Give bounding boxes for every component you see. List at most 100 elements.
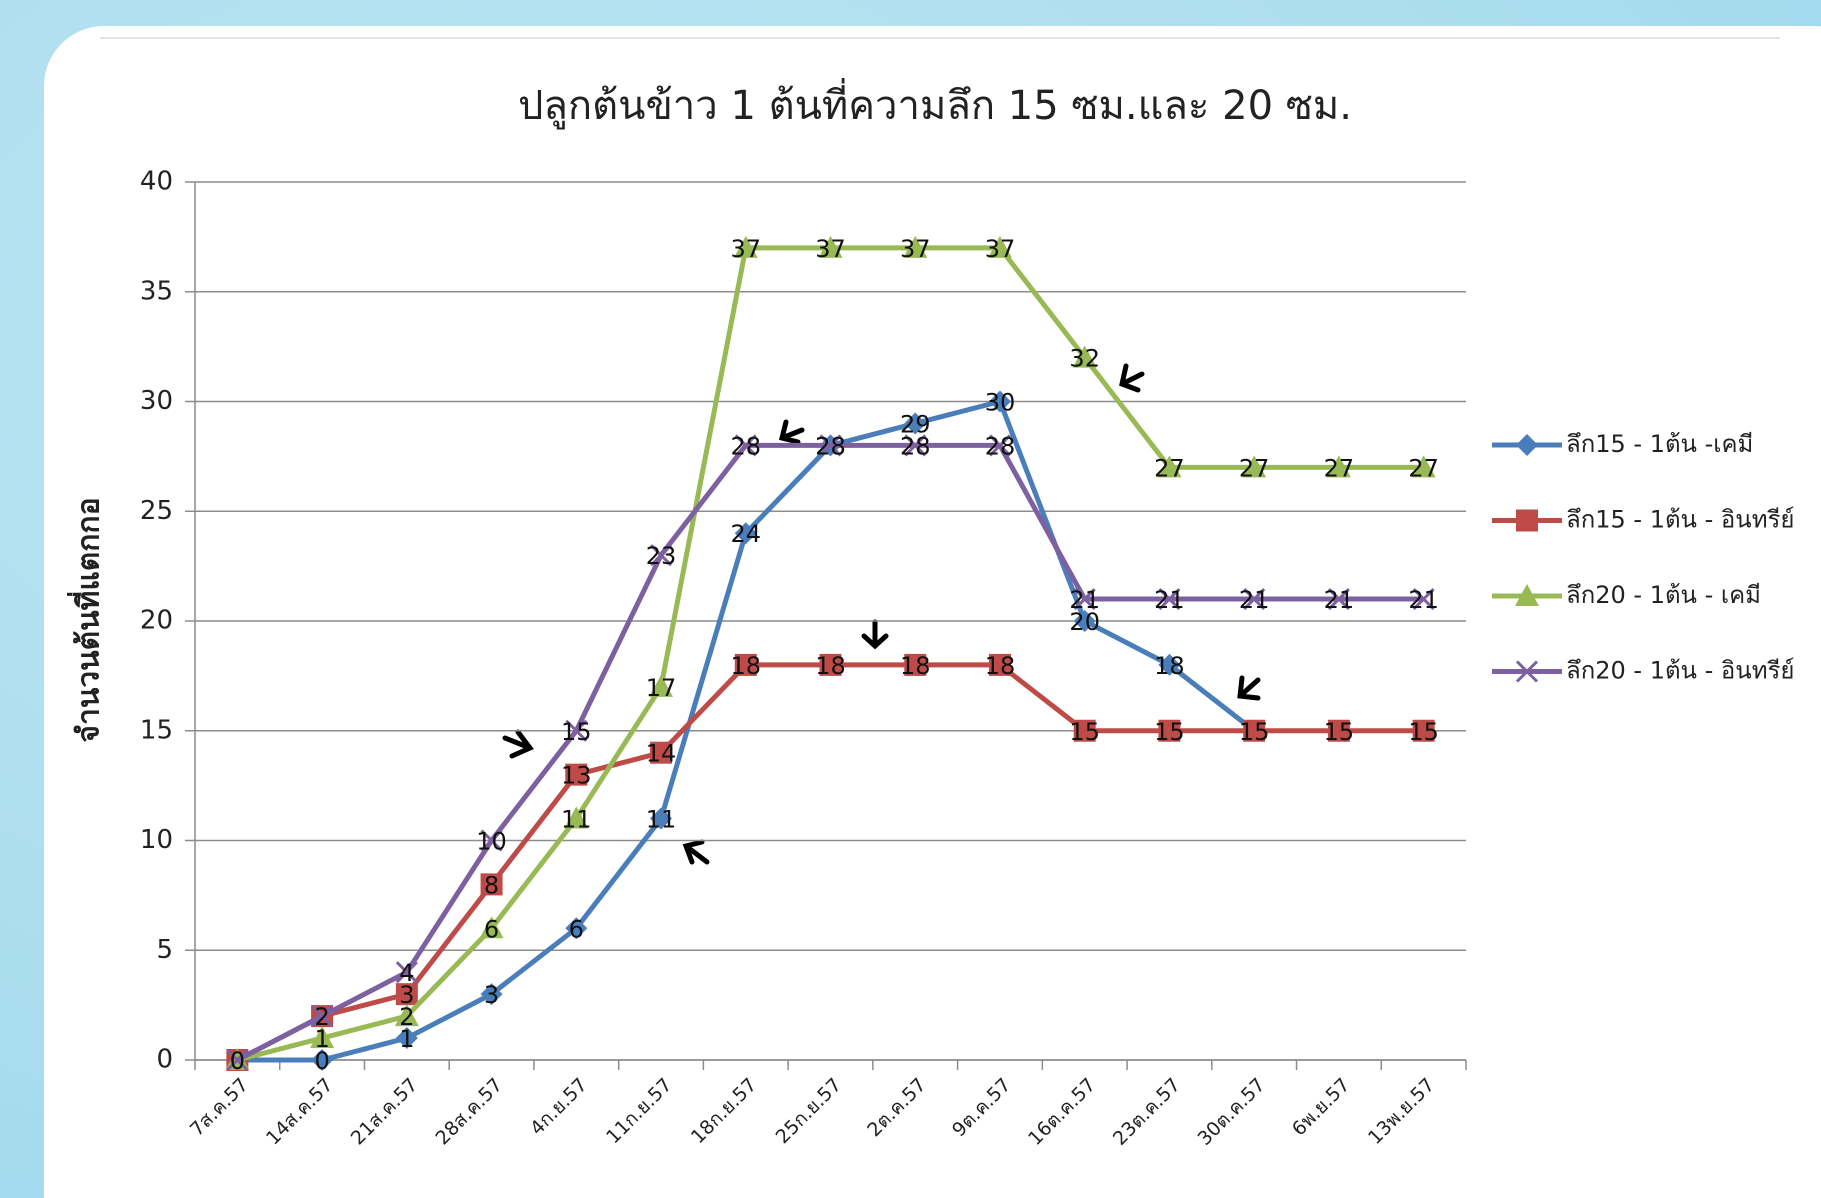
legend-label: ลึก20 - 1ต้น - เคมี <box>1566 581 1761 609</box>
data-label: 11 <box>561 806 592 834</box>
arrow <box>502 729 534 759</box>
data-label: 8 <box>484 871 499 899</box>
marker <box>565 763 588 786</box>
marker <box>1073 587 1096 611</box>
data-label: 18 <box>815 652 846 680</box>
legend-label: ลึก15 - 1ต้น - อินทรีย์ <box>1566 506 1794 534</box>
data-label: 15 <box>561 718 592 746</box>
marker <box>565 917 588 940</box>
data-label: 6 <box>569 915 584 943</box>
data-label: 30 <box>985 389 1016 417</box>
data-label: 4 <box>399 959 414 987</box>
marker <box>1515 660 1539 683</box>
data-label: 21 <box>1069 586 1100 614</box>
marker <box>988 653 1011 676</box>
marker <box>311 1049 334 1071</box>
data-label: 2 <box>314 1003 329 1031</box>
data-label: 29 <box>900 410 931 438</box>
marker <box>903 235 928 258</box>
data-label: 1 <box>399 1025 414 1053</box>
marker <box>1326 455 1351 478</box>
data-label: 0 <box>314 1047 329 1075</box>
data-label: 17 <box>646 674 677 702</box>
y-tick-label: 0 <box>156 1045 173 1075</box>
legend-label: ลึก15 - 1ต้น -เคมี <box>1566 430 1753 458</box>
data-label: 28 <box>900 432 931 460</box>
data-label: 27 <box>1239 454 1270 482</box>
data-label: 21 <box>1324 586 1355 614</box>
marker <box>395 1027 418 1050</box>
marker <box>819 653 842 676</box>
data-label: 15 <box>1239 718 1270 746</box>
marker <box>904 412 927 435</box>
marker <box>1243 587 1266 611</box>
data-label: 3 <box>484 981 499 1009</box>
marker <box>1412 587 1435 611</box>
data-label: 20 <box>1069 608 1100 636</box>
data-label: 2 <box>399 1003 414 1031</box>
legend-label: ลึก20 - 1ต้น - อินทรีย์ <box>1566 657 1794 685</box>
data-label: 21 <box>1239 586 1270 614</box>
marker <box>819 434 842 457</box>
arrow <box>682 839 710 865</box>
marker <box>650 807 673 830</box>
data-label: 37 <box>815 235 846 263</box>
data-label: 1 <box>314 1025 329 1053</box>
marker <box>650 741 673 764</box>
marker <box>1515 584 1539 606</box>
data-label: 32 <box>1069 345 1100 373</box>
data-label: 15 <box>1408 718 1439 746</box>
marker <box>564 806 589 829</box>
marker <box>1411 455 1436 478</box>
data-label: 21 <box>1154 586 1185 614</box>
data-label: 18 <box>900 652 931 680</box>
data-label: 27 <box>1154 454 1185 482</box>
data-label: 15 <box>1154 718 1185 746</box>
data-label: 6 <box>484 915 499 943</box>
marker <box>734 653 757 676</box>
chart-title: ปลูกต้นข้าว 1 ต้นที่ความลึก 15 ซม.และ 20… <box>518 78 1352 129</box>
data-label: 3 <box>399 981 414 1009</box>
series: 02381314181818181515151515 <box>226 652 1439 1075</box>
data-label: 0 <box>230 1047 245 1075</box>
marker <box>1412 719 1435 742</box>
y-tick-label: 5 <box>156 935 173 965</box>
annotation-arrows <box>502 363 1261 865</box>
y-tick-label: 20 <box>140 606 173 636</box>
data-label: 37 <box>985 235 1016 263</box>
y-tick-label: 10 <box>140 825 173 855</box>
marker <box>649 674 674 697</box>
data-label: 18 <box>730 652 761 680</box>
data-label: 28 <box>730 432 761 460</box>
marker <box>226 1048 249 1072</box>
arrow <box>778 419 805 445</box>
marker <box>988 434 1012 457</box>
marker <box>1327 587 1350 611</box>
marker <box>1158 719 1181 742</box>
data-label: 11 <box>646 806 677 834</box>
data-label: 15 <box>1324 718 1355 746</box>
y-tick-label: 40 <box>140 167 173 197</box>
data-label: 18 <box>985 652 1016 680</box>
data-label: 28 <box>985 432 1016 460</box>
data-label: 15 <box>1069 718 1100 746</box>
marker <box>480 829 503 852</box>
data-label: 23 <box>646 542 677 570</box>
marker <box>1158 587 1181 611</box>
marker <box>904 653 927 676</box>
marker <box>1516 509 1538 532</box>
data-label: 10 <box>476 828 507 856</box>
data-label: 37 <box>900 235 931 263</box>
y-tick-label: 25 <box>140 496 173 526</box>
marker <box>734 522 757 545</box>
marker <box>1516 434 1538 456</box>
marker <box>988 390 1011 413</box>
y-axis-label: จำนวนต้นที่แตกกอ <box>67 497 107 742</box>
data-label: 14 <box>646 740 677 768</box>
data-label: 24 <box>730 520 761 548</box>
marker <box>733 235 758 258</box>
marker <box>1327 719 1350 742</box>
marker <box>904 434 927 457</box>
